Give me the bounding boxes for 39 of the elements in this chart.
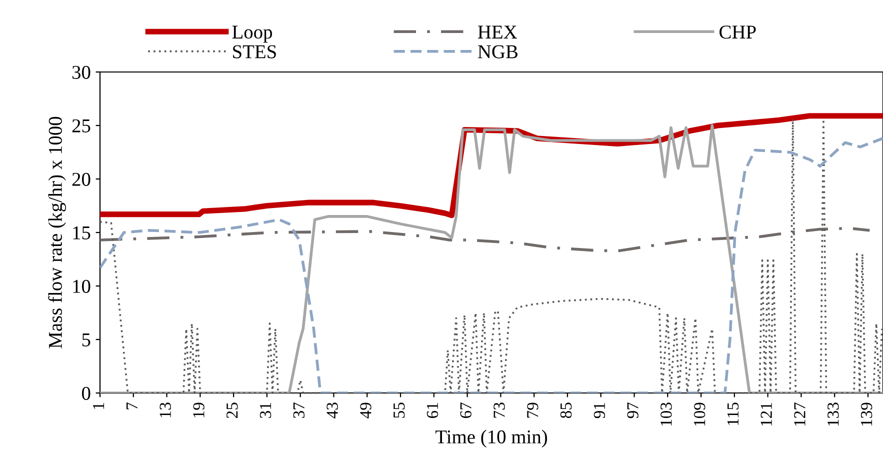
x-tick-label: 91: [594, 403, 606, 418]
x-tick-label: 49: [360, 402, 372, 418]
x-tick-label: 115: [727, 402, 739, 425]
x-tick-label: 139: [860, 402, 872, 426]
x-tick-label: 37: [293, 402, 305, 418]
line-series: [100, 226, 872, 252]
x-tick-label: 13: [160, 402, 171, 418]
x-tick-label: 55: [394, 402, 405, 418]
legend-label: CHP: [720, 26, 756, 39]
x-tick-label: 67: [460, 402, 472, 418]
y-tick-label: 0: [82, 386, 90, 400]
x-tick-label: 133: [828, 402, 839, 426]
legend-label: STES: [233, 45, 276, 58]
x-tick-label: 127: [794, 402, 806, 426]
x-tick-label: 121: [760, 403, 772, 426]
x-tick-label: 7: [126, 402, 138, 410]
y-tick-label: 25: [72, 119, 90, 132]
y-tick-label: 30: [72, 66, 90, 79]
legend-label: HEX: [478, 26, 518, 38]
x-tick-label: 43: [326, 402, 338, 418]
x-tick-label: 109: [694, 402, 706, 426]
y-tick-label: 5: [82, 334, 90, 346]
x-tick-label: 85: [560, 402, 572, 418]
x-tick-label: 1: [93, 403, 104, 409]
y-tick-label: 20: [72, 172, 90, 186]
x-tick-label: 25: [226, 402, 238, 418]
y-axis-title: Mass flow rate (kg/hr) x 1000: [48, 116, 66, 348]
x-tick-label: 61: [426, 403, 438, 418]
x-tick-label: 79: [527, 402, 538, 418]
x-tick-label: 31: [260, 403, 272, 418]
x-tick-label: 103: [660, 402, 672, 426]
y-tick-label: 15: [73, 226, 90, 240]
x-tick-label: 73: [494, 402, 505, 418]
y-tick-label: 10: [73, 280, 90, 293]
x-tick-label: 19: [193, 402, 204, 418]
legend-label: NGB: [478, 45, 518, 58]
x-axis-title: Time (10 min): [435, 430, 548, 448]
x-tick-label: 97: [627, 402, 638, 418]
legend-label: Loop: [232, 26, 272, 43]
